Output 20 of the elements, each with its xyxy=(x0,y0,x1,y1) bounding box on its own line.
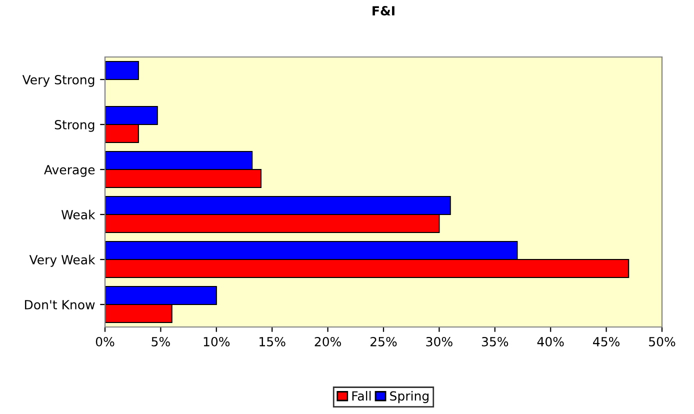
x-tick-label: 50% xyxy=(649,336,676,346)
y-tick-label: Don't Know xyxy=(25,300,95,310)
x-tick-label: 35% xyxy=(482,336,508,346)
x-tick-label: 10% xyxy=(204,336,230,346)
legend-label: Fall xyxy=(352,391,371,401)
x-tick-label: 15% xyxy=(260,336,286,346)
chart-title: F&I xyxy=(372,6,394,16)
y-tick-label: Very Strong xyxy=(22,74,94,87)
x-tick-label: 40% xyxy=(537,336,564,346)
x-tick-label: 30% xyxy=(426,336,452,346)
x-tick-label: 5% xyxy=(152,336,170,346)
y-tick-label: Strong xyxy=(54,120,94,132)
legend-label: Spring xyxy=(390,391,428,404)
y-tick-label: Average xyxy=(44,165,95,177)
y-tick-label: Weak xyxy=(61,210,96,220)
x-tick-label: 25% xyxy=(370,336,397,346)
x-tick-label: 45% xyxy=(593,336,620,346)
x-tick-label: 0% xyxy=(96,336,114,346)
y-tick-label: Very Weak xyxy=(29,254,96,267)
x-tick-label: 20% xyxy=(314,336,341,346)
